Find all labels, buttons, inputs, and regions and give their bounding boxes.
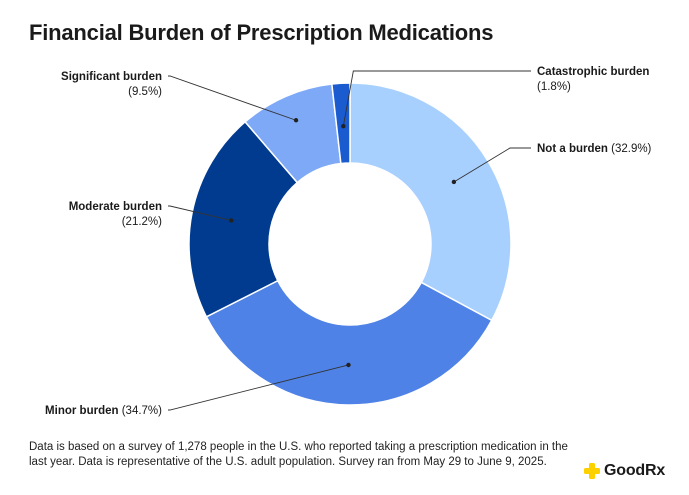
leader-dot	[229, 218, 234, 223]
brand-name: GoodRx	[604, 462, 666, 479]
slice-label-name: Not a burden	[537, 143, 611, 155]
slice-label-name: Moderate burden	[69, 201, 162, 213]
slice-label-value: (9.5%)	[128, 86, 162, 98]
goodrx-plus-icon	[584, 463, 600, 479]
leader-line	[453, 147, 531, 183]
slice-label-value: (1.8%)	[537, 81, 571, 93]
donut-slice-not-a-burden	[349, 82, 512, 322]
slice-label-not-a-burden: Not a burden (32.9%)	[451, 143, 652, 185]
slice-label-value: (21.2%)	[122, 216, 162, 228]
leader-dot	[293, 118, 299, 123]
leader-dot	[451, 179, 457, 185]
brand-logo: GoodRx	[584, 462, 665, 480]
slice-label-significant-burden: Significant burden (9.5%)	[61, 71, 299, 123]
slice-label-text: Not a burden (32.9%)	[537, 143, 652, 155]
slice-label-value: (34.7%)	[122, 405, 162, 417]
donut-chart: Not a burden (32.9%) Minor burden (34.7%)…	[45, 66, 652, 417]
slice-label-catastrophic-burden: Catastrophic burden (1.8%)	[341, 66, 649, 129]
donut-slice-minor-burden	[205, 279, 493, 406]
leader-line	[168, 75, 297, 121]
leader-line	[168, 364, 349, 411]
donut-slice-moderate-burden	[188, 120, 299, 318]
leader-line	[168, 205, 232, 221]
chart-title: Financial Burden of Prescription Medicat…	[29, 20, 494, 45]
slice-label-name: Catastrophic burden	[537, 66, 649, 78]
slice-label-minor-burden: Minor burden (34.7%)	[45, 362, 351, 417]
leader-line	[342, 70, 531, 127]
slice-label-name: Significant burden	[61, 71, 162, 83]
leader-dot	[341, 123, 346, 129]
leader-dot	[346, 362, 351, 368]
slice-label-name: Minor burden	[45, 405, 122, 417]
slice-label-value: (32.9%)	[611, 143, 651, 155]
slice-label-moderate-burden: Moderate burden (21.2%)	[69, 201, 234, 228]
slice-label-text: Minor burden (34.7%)	[45, 405, 162, 417]
footnote: Data is based on a survey of 1,278 peopl…	[29, 441, 568, 468]
donut-slice-catastrophic-burden	[331, 82, 351, 165]
